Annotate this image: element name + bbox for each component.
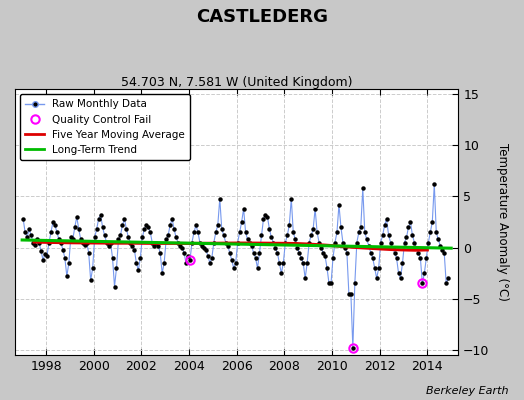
Legend: Raw Monthly Data, Quality Control Fail, Five Year Moving Average, Long-Term Tren: Raw Monthly Data, Quality Control Fail, … — [20, 94, 190, 160]
Text: Berkeley Earth: Berkeley Earth — [426, 386, 508, 396]
Text: CASTLEDERG: CASTLEDERG — [196, 8, 328, 26]
Title: 54.703 N, 7.581 W (United Kingdom): 54.703 N, 7.581 W (United Kingdom) — [121, 76, 353, 89]
Y-axis label: Temperature Anomaly (°C): Temperature Anomaly (°C) — [496, 143, 509, 301]
